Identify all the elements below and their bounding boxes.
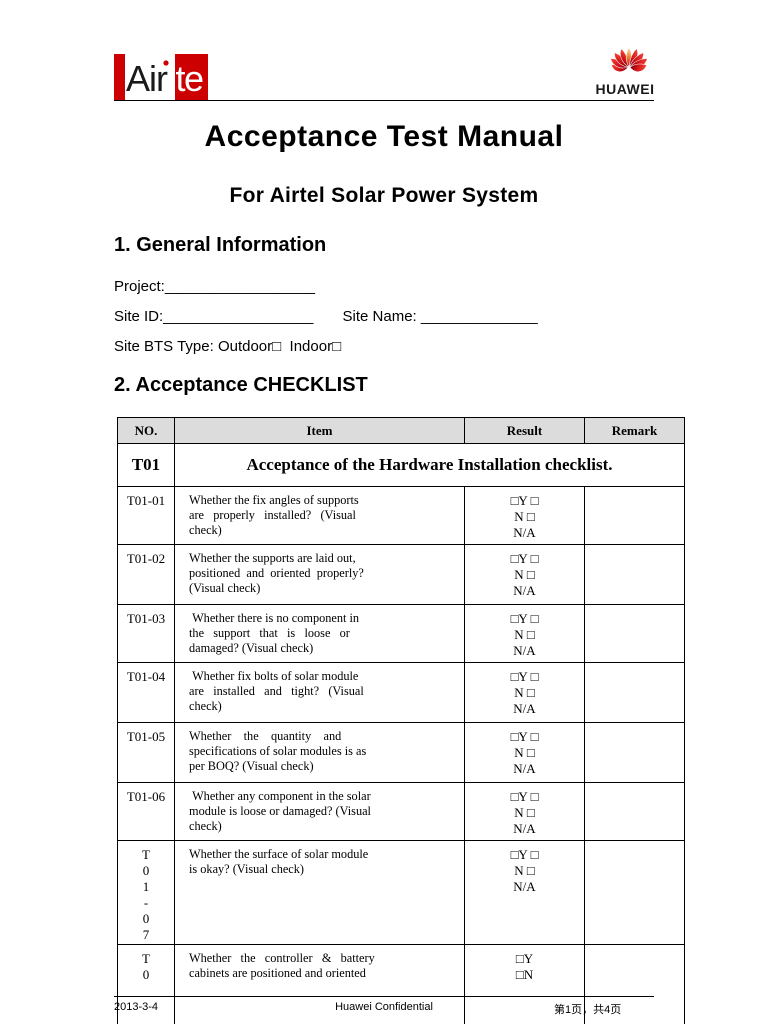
svg-text:te: te xyxy=(176,58,204,99)
svg-text:Air: Air xyxy=(126,58,168,99)
